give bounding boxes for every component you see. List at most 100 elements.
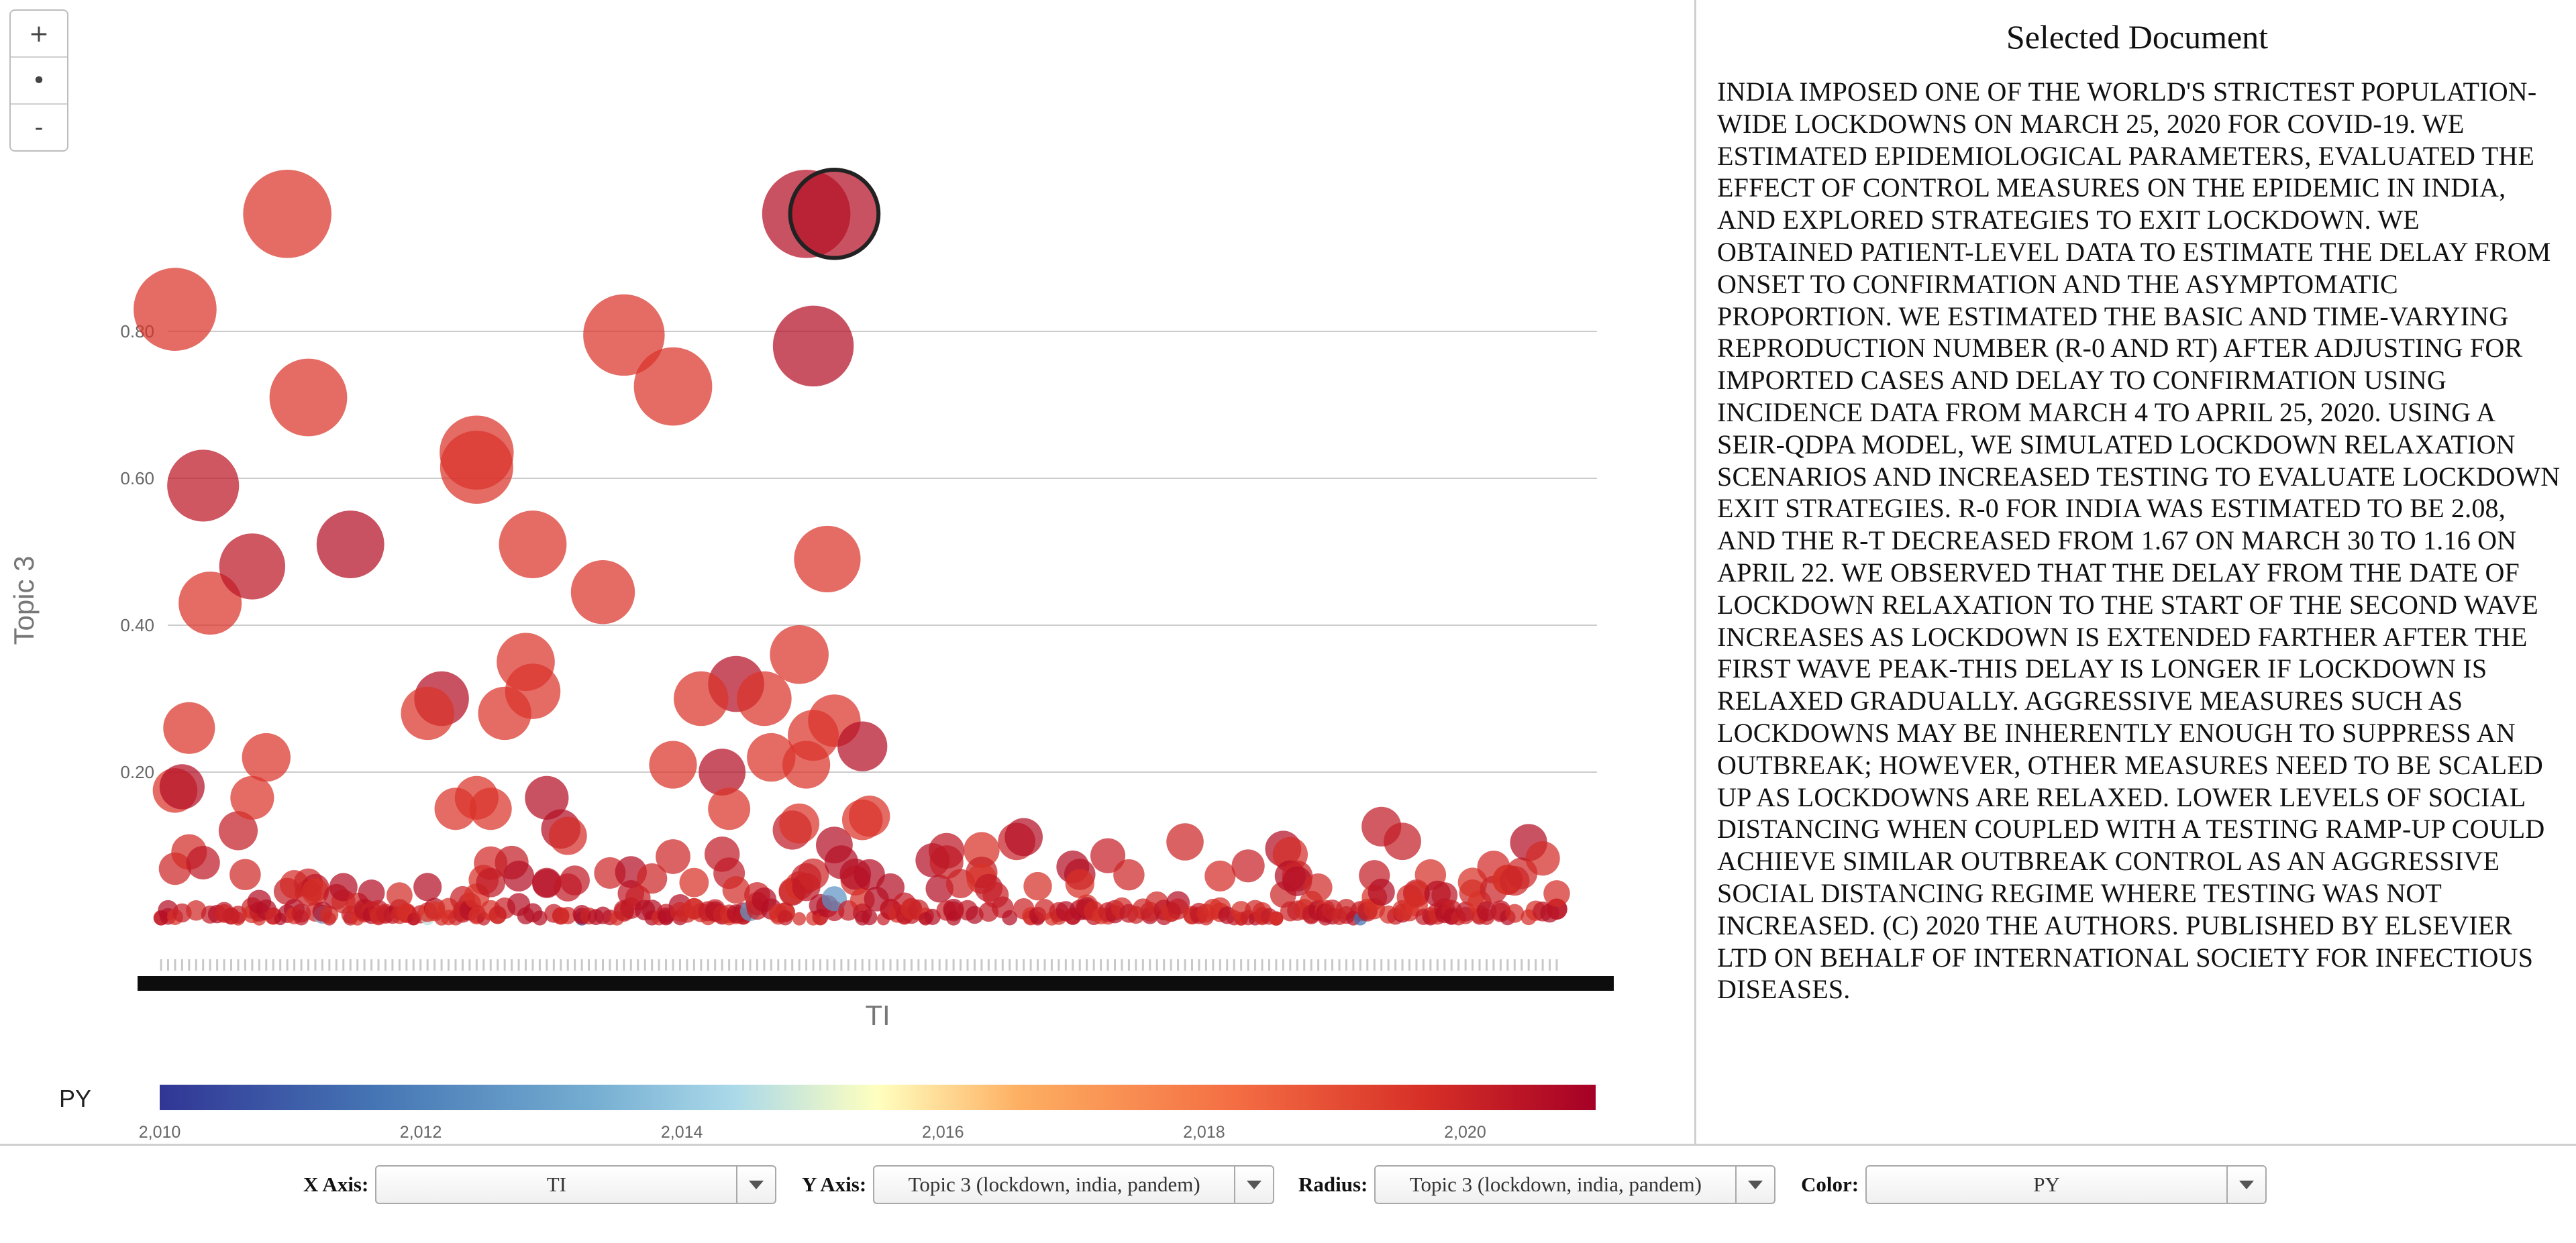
data-point xyxy=(469,788,512,830)
data-point xyxy=(1065,869,1094,898)
data-point xyxy=(854,859,885,891)
data-point xyxy=(163,702,215,754)
data-point xyxy=(269,358,348,437)
chevron-down-icon[interactable] xyxy=(2226,1167,2265,1203)
data-point xyxy=(218,811,258,851)
data-point xyxy=(722,876,750,904)
color-select[interactable]: PY xyxy=(1865,1165,2267,1204)
data-point xyxy=(570,560,635,625)
data-point xyxy=(1023,871,1052,901)
y-axis-control: Y Axis: Topic 3 (lockdown, india, pandem… xyxy=(802,1165,1275,1205)
data-point xyxy=(186,845,220,880)
data-point xyxy=(329,873,358,902)
data-point xyxy=(499,510,567,578)
data-point xyxy=(386,882,413,909)
data-point xyxy=(1002,910,1018,926)
data-point xyxy=(413,873,442,902)
y-tick-label: 0.60 xyxy=(120,468,154,488)
color-legend-tick: 2,020 xyxy=(1444,1123,1486,1142)
data-point xyxy=(1543,880,1570,907)
data-point xyxy=(178,572,242,635)
x-axis-control: X Axis: TI xyxy=(303,1165,777,1205)
data-point xyxy=(1004,818,1043,857)
data-point xyxy=(559,906,577,924)
selected-document-panel: Selected Document INDIA IMPOSED ONE OF T… xyxy=(1698,0,2576,1144)
selected-document-text: INDIA IMPOSED ONE OF THE WORLD'S STRICTE… xyxy=(1717,76,2561,1005)
data-point xyxy=(1505,904,1525,923)
data-point xyxy=(548,816,587,855)
zoom-out-button[interactable]: - xyxy=(34,113,44,142)
x-tick-labels xyxy=(138,976,1614,991)
x-axis-label: X Axis: xyxy=(303,1173,369,1196)
data-point xyxy=(583,294,665,376)
data-point xyxy=(1525,841,1560,876)
data-point xyxy=(532,910,548,926)
data-point xyxy=(242,733,291,782)
data-point xyxy=(440,431,513,504)
zoom-reset-button[interactable]: • xyxy=(11,58,67,105)
chevron-down-icon[interactable] xyxy=(1234,1167,1273,1203)
color-legend-tick: 2,014 xyxy=(661,1123,703,1142)
data-point xyxy=(219,533,286,600)
data-point xyxy=(674,671,729,726)
data-point xyxy=(679,867,709,898)
data-point xyxy=(848,795,890,837)
data-point xyxy=(1384,822,1421,861)
data-point xyxy=(782,741,831,789)
color-label: Color: xyxy=(1801,1173,1859,1196)
zoom-in-button[interactable]: + xyxy=(11,11,67,58)
scatter-plot-panel[interactable]: 0.20 0.40 0.60 0.80 Topic 3 TI PY 2,010 2,012 2,0… xyxy=(0,0,1696,1144)
data-point xyxy=(928,832,965,869)
data-point xyxy=(316,510,384,578)
data-point xyxy=(1166,823,1204,861)
data-point xyxy=(777,910,793,926)
data-point xyxy=(159,764,205,810)
x-axis-select[interactable]: TI xyxy=(375,1165,777,1204)
chevron-down-icon[interactable] xyxy=(1735,1167,1774,1203)
data-point xyxy=(1231,849,1265,883)
data-point xyxy=(1368,878,1395,906)
selected-document-title: Selected Document xyxy=(2006,18,2269,56)
y-axis-title: Topic 3 xyxy=(8,555,40,645)
data-point xyxy=(699,749,746,796)
color-legend-tick: 2,018 xyxy=(1183,1123,1225,1142)
data-point xyxy=(779,803,820,844)
color-legend-tick: 2,012 xyxy=(400,1123,442,1142)
x-axis-title: TI xyxy=(865,999,890,1031)
data-point xyxy=(301,878,329,906)
color-legend-tick: 2,010 xyxy=(139,1123,181,1142)
data-point xyxy=(560,865,590,896)
y-tick-label: 0.20 xyxy=(120,762,154,782)
color-legend-tick: 2,016 xyxy=(922,1123,964,1142)
chevron-down-icon[interactable] xyxy=(736,1167,775,1203)
data-point xyxy=(293,910,309,926)
data-point xyxy=(134,268,217,351)
radius-select[interactable]: Topic 3 (lockdown, india, pandem) xyxy=(1374,1165,1776,1204)
data-point xyxy=(794,525,861,593)
color-legend-bar xyxy=(160,1085,1596,1110)
data-point xyxy=(792,912,807,926)
y-axis-select-value: Topic 3 (lockdown, india, pandem) xyxy=(908,1173,1200,1196)
data-point xyxy=(358,879,385,906)
x-axis-select-value: TI xyxy=(546,1173,566,1196)
data-point xyxy=(1204,860,1236,891)
data-point xyxy=(401,686,454,741)
radius-select-value: Topic 3 (lockdown, india, pandem) xyxy=(1409,1173,1702,1196)
y-axis-select[interactable]: Topic 3 (lockdown, india, pandem) xyxy=(873,1165,1275,1204)
data-point xyxy=(637,863,668,894)
data-point xyxy=(861,909,878,926)
data-point xyxy=(1090,838,1126,873)
data-point xyxy=(656,839,690,874)
data-point xyxy=(532,869,562,898)
color-select-value: PY xyxy=(2033,1173,2060,1196)
data-point xyxy=(633,347,713,426)
data-point xyxy=(837,721,888,771)
data-point xyxy=(649,741,697,789)
y-axis-label: Y Axis: xyxy=(802,1173,867,1196)
data-point xyxy=(320,906,339,924)
color-control: Color: PY xyxy=(1801,1165,2267,1205)
y-tick-label: 0.40 xyxy=(120,615,154,635)
data-point xyxy=(478,686,531,741)
zoom-controls: + • - xyxy=(9,9,68,152)
